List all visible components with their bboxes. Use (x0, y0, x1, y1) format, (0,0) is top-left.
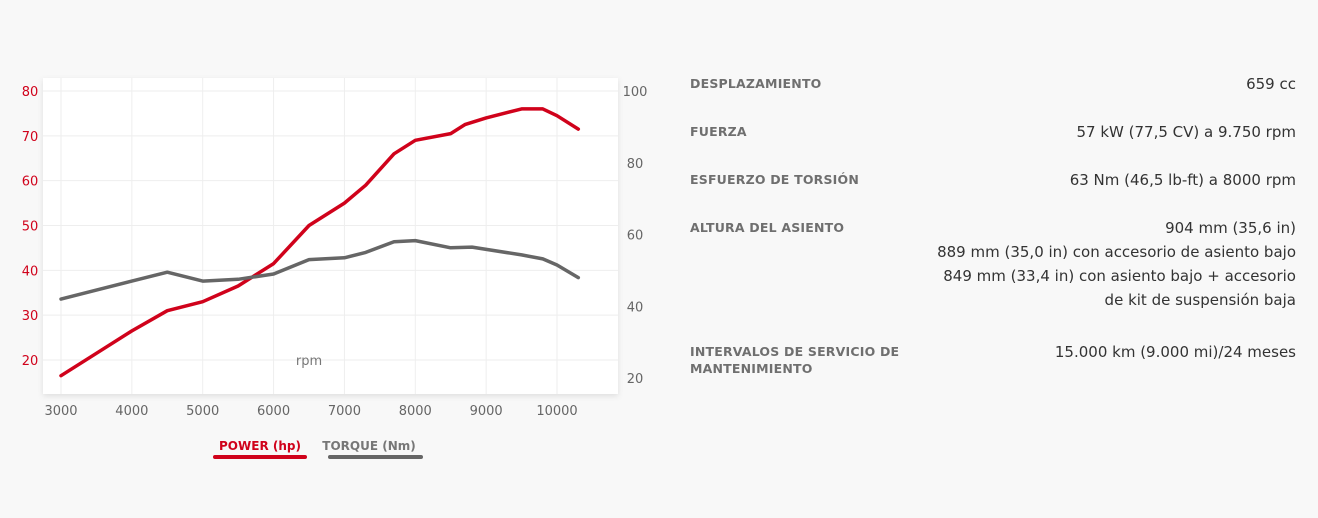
y-left-tick-label: 30 (22, 309, 39, 324)
spec-values: 15.000 km (9.000 mi)/24 meses (1055, 340, 1296, 364)
legend-label-torque[interactable]: TORQUE (Nm) (322, 439, 415, 453)
spec-value: 889 mm (35,0 in) con accesorio de asient… (937, 243, 1296, 261)
y-left-tick-label: 50 (22, 220, 39, 235)
y-left-tick-label: 70 (22, 130, 39, 145)
spec-value: 63 Nm (46,5 lb-ft) a 8000 rpm (1069, 171, 1296, 189)
spec-label: DESPLAZAMIENTO (690, 76, 822, 91)
spec-value: 904 mm (35,6 in) (1165, 219, 1296, 237)
spec-value: 659 cc (1246, 75, 1296, 93)
x-tick-label: 6000 (257, 404, 290, 419)
spec-row: INTERVALOS DE SERVICIO DE MANTENIMIENTO 1… (690, 340, 1296, 377)
spec-row: ESFUERZO DE TORSIÓN 63 Nm (46,5 lb-ft) a … (690, 168, 1296, 192)
x-tick-label: 9000 (470, 404, 503, 419)
y-left-tick-label: 40 (22, 264, 39, 279)
y-left-tick-label: 20 (22, 354, 39, 369)
spec-label: FUERZA (690, 124, 747, 139)
x-axis-label: rpm (296, 354, 322, 369)
spec-row: ALTURA DEL ASIENTO 904 mm (35,6 in) 889 mm… (690, 216, 1296, 312)
spec-value: de kit de suspensión baja (1104, 291, 1296, 309)
spec-value: 57 kW (77,5 CV) a 9.750 rpm (1076, 123, 1297, 141)
x-tick-label: 5000 (186, 404, 219, 419)
spec-value: 15.000 km (9.000 mi)/24 meses (1054, 343, 1296, 361)
x-tick-label: 3000 (44, 404, 77, 419)
y-right-tick-label: 40 (627, 300, 644, 315)
chart-svg: 3000 4000 5000 6000 7000 8000 9000 10000 20 30 40 5… (22, 78, 648, 459)
x-tick-label: 4000 (115, 404, 148, 419)
spec-values: 57 kW (77,5 CV) a 9.750 rpm (1077, 120, 1297, 144)
x-tick-label: 7000 (328, 404, 361, 419)
plot-area (43, 78, 618, 394)
spec-row: DESPLAZAMIENTO 659 cc (690, 72, 1296, 96)
power-series-line (59, 107, 581, 378)
legend-label-power[interactable]: POWER (hp) (219, 439, 301, 453)
spec-values: 659 cc (1246, 72, 1296, 96)
y-right-tick-label: 20 (627, 372, 644, 387)
torque-series-line (59, 238, 581, 301)
spec-values: 63 Nm (46,5 lb-ft) a 8000 rpm (1070, 168, 1296, 192)
y-left-tick-label: 80 (22, 85, 39, 100)
performance-chart: 3000 4000 5000 6000 7000 8000 9000 10000 20 30 40 5… (22, 78, 648, 459)
specs-list: DESPLAZAMIENTO 659 cc FUERZA 57 kW (77,5 CV… (690, 72, 1296, 377)
x-tick-label: 10000 (536, 404, 577, 419)
y-left-tick-label: 60 (22, 175, 39, 190)
x-tick-label: 8000 (399, 404, 432, 419)
spec-values: 904 mm (35,6 in) 889 mm (35,0 in) con acc… (937, 216, 1296, 312)
spec-row: FUERZA 57 kW (77,5 CV) a 9.750 rpm (690, 120, 1296, 144)
spec-label: ALTURA DEL ASIENTO (690, 220, 845, 235)
spec-label: ESFUERZO DE TORSIÓN (690, 172, 860, 187)
y-right-tick-label: 80 (627, 157, 644, 172)
y-right-tick-label: 60 (627, 229, 644, 244)
y-right-tick-label: 100 (623, 85, 648, 100)
spec-value: 849 mm (33,4 in) con asiento bajo + acce… (943, 267, 1296, 285)
spec-label: INTERVALOS DE SERVICIO DE MANTENIMIENTO (690, 344, 900, 376)
